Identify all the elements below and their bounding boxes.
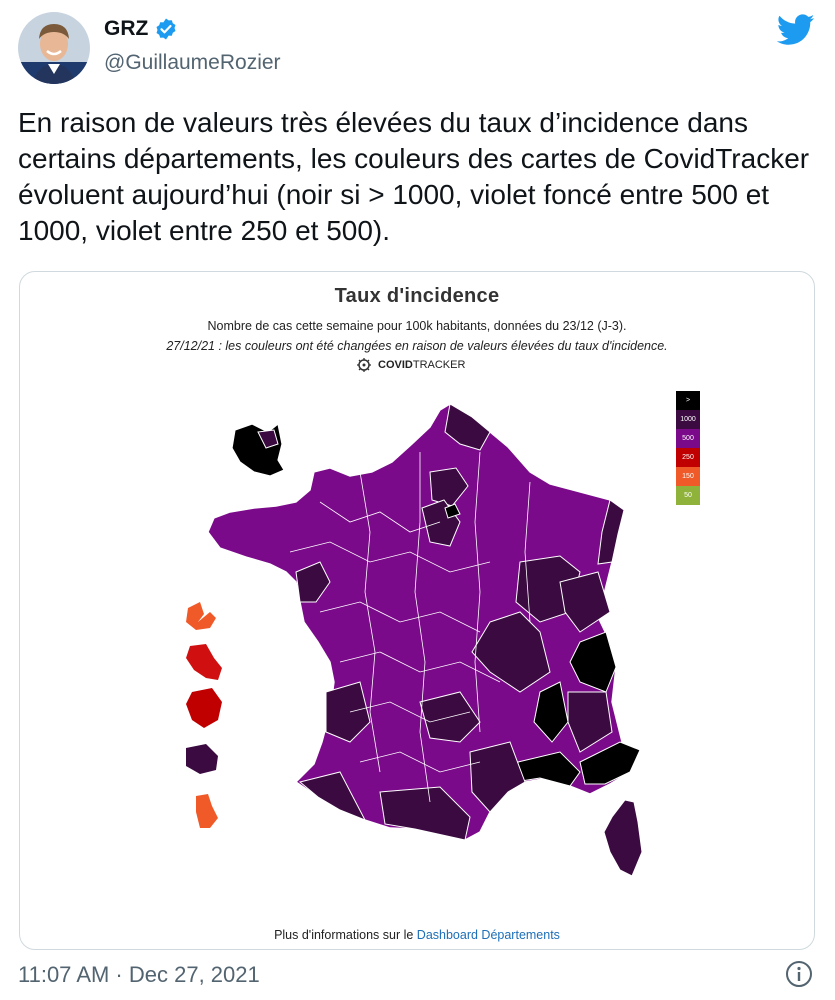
legend-item-250: 250 bbox=[676, 448, 700, 467]
legend-item-1000: 1000 bbox=[676, 410, 700, 429]
map-subtitle: Nombre de cas cette semaine pour 100k ha… bbox=[207, 319, 627, 333]
map-footer: Plus d'informations sur le Dashboard Dép… bbox=[20, 928, 814, 942]
guadeloupe bbox=[186, 602, 216, 630]
verified-badge-icon bbox=[154, 17, 178, 41]
mayotte bbox=[196, 794, 218, 828]
display-name[interactable]: GRZ bbox=[104, 17, 178, 41]
martinique bbox=[186, 644, 222, 680]
info-icon[interactable] bbox=[785, 960, 813, 988]
covidtracker-brand: COVIDTRACKER bbox=[356, 357, 465, 373]
legend-item-500: 500 bbox=[676, 429, 700, 448]
reunion bbox=[186, 744, 218, 774]
legend-item-50: 50 bbox=[676, 486, 700, 505]
map-title: Taux d'incidence bbox=[334, 285, 500, 307]
map-card[interactable]: Taux d'incidence Nombre de cas cette sem… bbox=[19, 271, 815, 950]
legend-item-150: 150 bbox=[676, 467, 700, 486]
dashboard-link[interactable]: Dashboard Départements bbox=[416, 928, 560, 942]
france-map[interactable] bbox=[20, 272, 814, 949]
map-legend: > 1000 500 250 150 50 bbox=[676, 391, 700, 505]
brand-light: TRACKER bbox=[412, 359, 466, 371]
covidtracker-logo-icon bbox=[357, 358, 371, 372]
author-name[interactable]: GRZ bbox=[104, 17, 149, 40]
avatar[interactable] bbox=[18, 12, 90, 84]
legend-item-gt1000: > bbox=[676, 391, 700, 410]
tweet-text: En raison de valeurs très élevées du tau… bbox=[18, 107, 810, 246]
brand-bold: COVID bbox=[378, 359, 413, 371]
corsica bbox=[603, 799, 643, 877]
tweet-timestamp[interactable]: 11:07 AM · Dec 27, 2021 bbox=[18, 962, 260, 987]
guyane bbox=[186, 688, 222, 728]
footer-text: Plus d'informations sur le bbox=[274, 928, 417, 942]
map-note: 27/12/21 : les couleurs ont été changées… bbox=[166, 339, 668, 353]
twitter-logo-icon[interactable] bbox=[776, 14, 815, 46]
author-handle[interactable]: @GuillaumeRozier bbox=[104, 51, 281, 74]
